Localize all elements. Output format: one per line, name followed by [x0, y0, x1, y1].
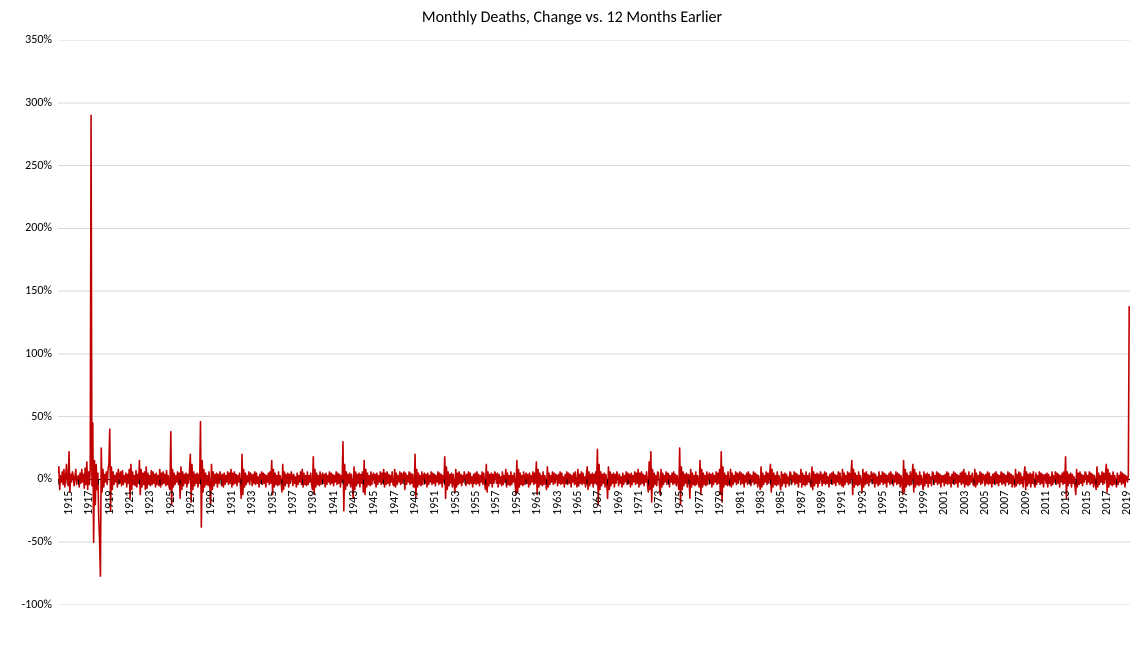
chart-container: Monthly Deaths, Change vs. 12 Months Ear…: [0, 0, 1144, 646]
y-tick-label: 100%: [0, 347, 52, 361]
x-tick-label: 1963: [551, 491, 565, 515]
x-tick-label: 1933: [245, 491, 259, 515]
x-tick-label: 1971: [632, 491, 646, 515]
x-tick-label: 1983: [754, 491, 768, 515]
x-tick-label: 1993: [856, 491, 870, 515]
x-tick-label: 2009: [1019, 491, 1033, 515]
x-tick-label: 2005: [978, 491, 992, 515]
x-tick-label: 1939: [306, 491, 320, 515]
plot-area: [58, 40, 1130, 605]
x-tick-label: 1995: [876, 491, 890, 515]
x-tick-label: 2011: [1039, 491, 1053, 515]
x-tick-label: 1955: [469, 491, 483, 515]
x-tick-label: 1961: [530, 491, 544, 515]
x-tick-label: 1945: [367, 491, 381, 515]
x-tick-label: 1989: [815, 491, 829, 515]
x-tick-label: 1979: [713, 491, 727, 515]
x-tick-label: 1941: [327, 491, 341, 515]
x-tick-label: 2015: [1080, 491, 1094, 515]
x-tick-label: 2013: [1059, 491, 1073, 515]
y-tick-label: 250%: [0, 159, 52, 173]
x-tick-label: 1957: [489, 491, 503, 515]
y-tick-label: -100%: [0, 598, 52, 612]
y-tick-label: -50%: [0, 535, 52, 549]
y-tick-label: 300%: [0, 96, 52, 110]
x-tick-label: 1921: [123, 491, 137, 515]
y-tick-label: 200%: [0, 221, 52, 235]
x-tick-label: 1981: [734, 491, 748, 515]
x-tick-label: 1943: [347, 491, 361, 515]
x-tick-label: 1973: [652, 491, 666, 515]
x-tick-label: 1999: [917, 491, 931, 515]
x-tick-label: 1965: [571, 491, 585, 515]
x-tick-label: 1947: [388, 491, 402, 515]
x-tick-label: 1967: [591, 491, 605, 515]
x-tick-label: 1949: [408, 491, 422, 515]
x-tick-label: 2019: [1120, 491, 1134, 515]
y-tick-label: 50%: [0, 410, 52, 424]
x-tick-label: 1923: [143, 491, 157, 515]
x-tick-label: 1951: [428, 491, 442, 515]
x-tick-label: 1915: [62, 491, 76, 515]
y-tick-label: 150%: [0, 284, 52, 298]
x-tick-label: 1935: [266, 491, 280, 515]
x-tick-label: 1919: [103, 491, 117, 515]
x-tick-label: 2007: [998, 491, 1012, 515]
x-tick-label: 1975: [673, 491, 687, 515]
y-tick-label: 350%: [0, 33, 52, 47]
x-tick-label: 1929: [204, 491, 218, 515]
x-tick-label: 1997: [897, 491, 911, 515]
x-tick-label: 1927: [184, 491, 198, 515]
x-tick-label: 2003: [958, 491, 972, 515]
x-tick-label: 1917: [82, 491, 96, 515]
x-tick-label: 1925: [164, 491, 178, 515]
y-tick-label: 0%: [0, 472, 52, 486]
x-tick-label: 1987: [795, 491, 809, 515]
x-tick-label: 1931: [225, 491, 239, 515]
chart-title: Monthly Deaths, Change vs. 12 Months Ear…: [0, 8, 1144, 27]
x-tick-label: 1969: [612, 491, 626, 515]
x-tick-label: 1937: [286, 491, 300, 515]
x-tick-label: 1977: [693, 491, 707, 515]
x-tick-label: 1953: [449, 491, 463, 515]
x-tick-label: 1959: [510, 491, 524, 515]
x-tick-label: 2001: [937, 491, 951, 515]
x-tick-label: 1985: [774, 491, 788, 515]
x-tick-label: 1991: [835, 491, 849, 515]
x-tick-label: 2017: [1100, 491, 1114, 515]
